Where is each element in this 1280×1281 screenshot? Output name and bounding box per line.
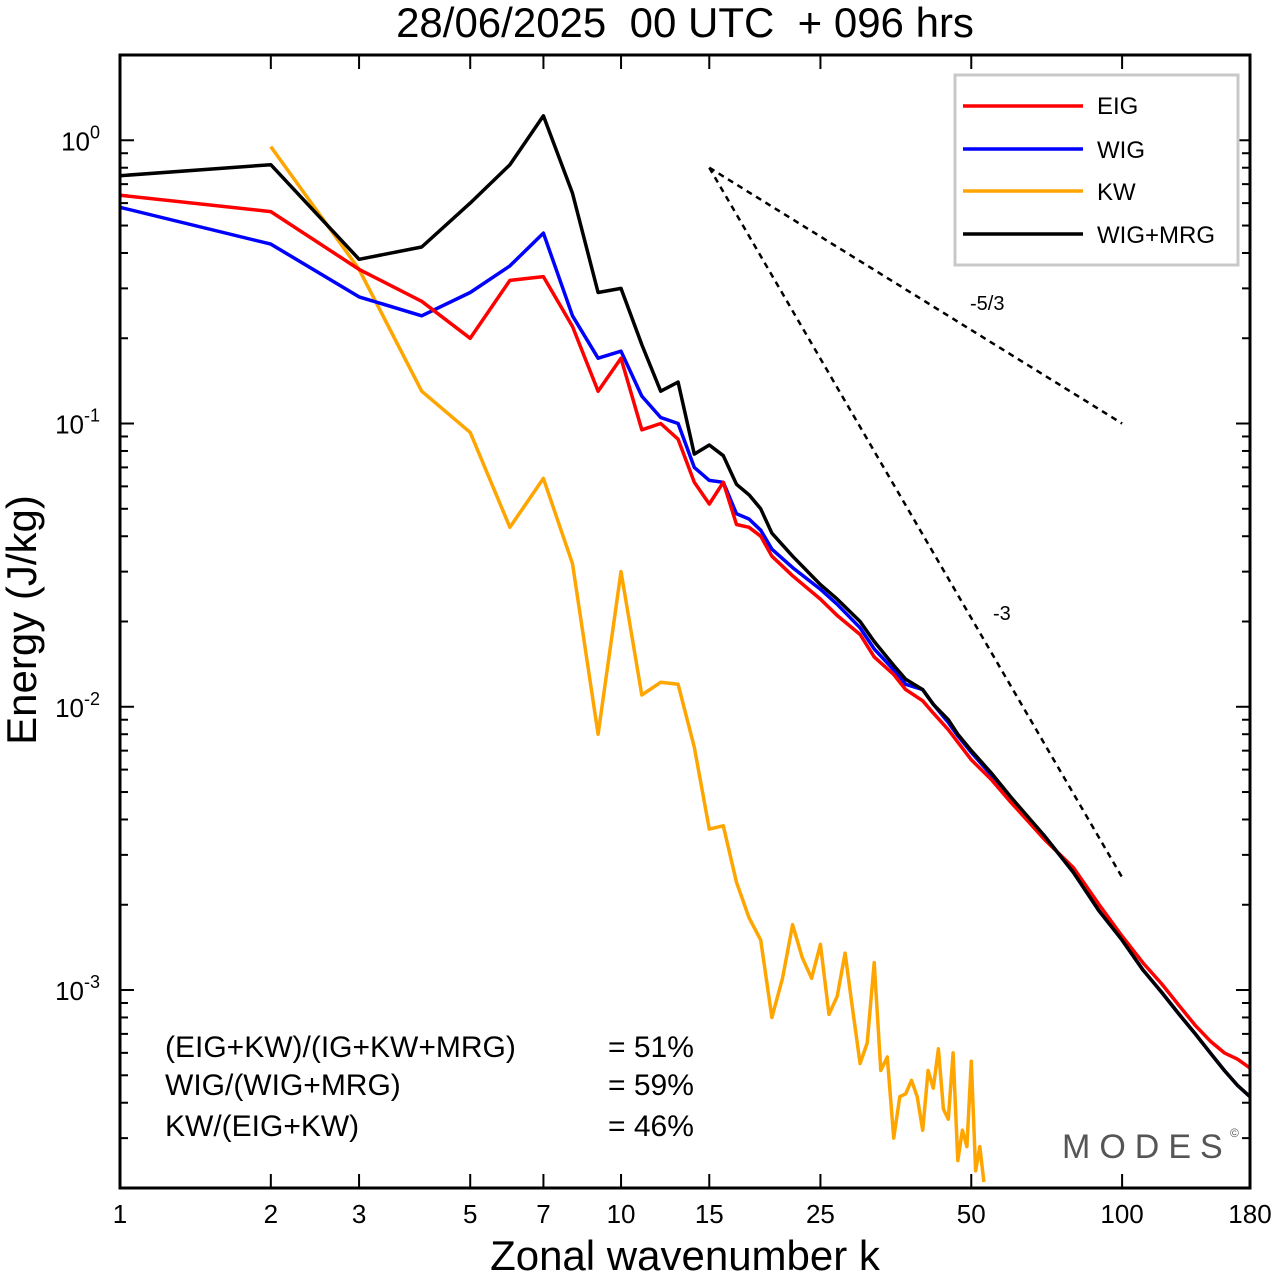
series-line-wig	[120, 205, 1250, 1098]
x-tick-label: 25	[806, 1199, 835, 1229]
reference-slope-layer	[708, 166, 1124, 878]
x-tick-label: 50	[957, 1199, 986, 1229]
copyright-symbol: ©	[1230, 1126, 1239, 1140]
x-axis-ticks: 1 2 3 5 7 10 15 25 50 100 180	[113, 55, 1272, 1229]
series-line-eig	[120, 193, 1250, 1070]
x-tick-label: 7	[536, 1199, 550, 1229]
series-line-kw	[269, 145, 986, 1183]
x-tick-label: 1	[113, 1199, 127, 1229]
reference-slope-line-1	[708, 166, 1123, 425]
series-line-wig-mrg	[120, 114, 1250, 1098]
reference-slope-line-2	[708, 167, 1124, 878]
legend-label-wig: WIG	[1097, 137, 1145, 164]
y-tick-label: 100	[61, 122, 100, 156]
stat-label-eig-kw-ratio: (EIG+KW)/(IG+KW+MRG)	[165, 1031, 516, 1064]
legend-label-eig: EIG	[1097, 93, 1138, 120]
legend: EIG WIG KW WIG+MRG	[953, 73, 1240, 267]
x-tick-label: 15	[695, 1199, 724, 1229]
x-tick-label: 10	[607, 1199, 636, 1229]
y-axis-ticks: 10-3 10-2 10-1 100	[55, 122, 1250, 1140]
modes-watermark: MODES	[1062, 1128, 1232, 1166]
x-tick-label: 5	[463, 1199, 477, 1229]
x-axis-label: Zonal wavenumber k	[490, 1232, 881, 1279]
x-tick-label: 3	[352, 1199, 366, 1229]
y-axis-label: Energy (J/kg)	[0, 495, 45, 745]
y-tick-label: 10-3	[55, 972, 100, 1006]
legend-label-kw: KW	[1097, 179, 1136, 206]
chart-title: 28/06/2025 00 UTC + 096 hrs	[396, 0, 974, 46]
y-tick-label: 10-1	[55, 406, 100, 440]
legend-label-wig-mrg: WIG+MRG	[1097, 222, 1215, 249]
x-tick-label: 2	[264, 1199, 278, 1229]
stat-value-wig-ratio: = 59%	[608, 1069, 694, 1102]
stats-block: (EIG+KW)/(IG+KW+MRG) = 51% WIG/(WIG+MRG)…	[165, 1031, 694, 1143]
stat-label-kw-ratio: KW/(EIG+KW)	[165, 1110, 359, 1143]
series-layer	[120, 114, 1250, 1183]
x-tick-label: 180	[1228, 1199, 1271, 1229]
stat-value-eig-kw-ratio: = 51%	[608, 1031, 694, 1064]
stat-label-wig-ratio: WIG/(WIG+MRG)	[165, 1069, 401, 1102]
y-tick-label: 10-2	[55, 689, 100, 723]
slope-label-minus-five-thirds: -5/3	[970, 293, 1004, 315]
x-tick-label: 100	[1100, 1199, 1143, 1229]
stat-value-kw-ratio: = 46%	[608, 1110, 694, 1143]
slope-label-minus-three: -3	[993, 603, 1011, 625]
